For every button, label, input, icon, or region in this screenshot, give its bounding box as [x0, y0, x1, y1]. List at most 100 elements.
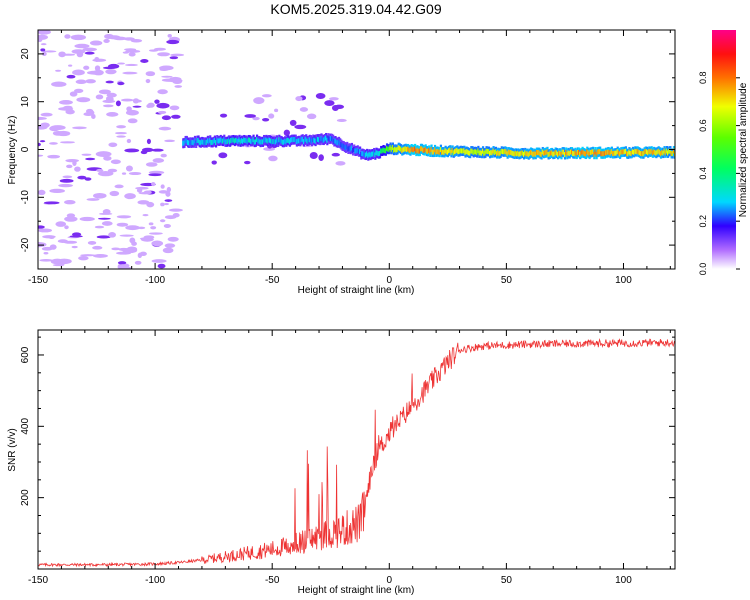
ridge-cell [617, 150, 620, 156]
ridge-cell [282, 139, 286, 145]
noise-cell [119, 234, 134, 237]
ridge-cell [657, 148, 660, 154]
ridge-cell [205, 140, 208, 146]
ridge-cell [618, 151, 622, 157]
noise-cell [161, 78, 177, 82]
ridge-cell [425, 148, 428, 154]
ridge-cell [251, 138, 254, 144]
ridge-cell [515, 151, 519, 157]
ridge-cell [435, 149, 438, 155]
noise-cell [167, 33, 172, 38]
ridge-cell [259, 139, 262, 145]
ridge-cell [602, 151, 605, 157]
ridge-cell [544, 150, 547, 156]
ridge-cell [483, 150, 486, 156]
noise-cell [117, 261, 127, 265]
noise-cell [318, 154, 324, 162]
ridge-cell [566, 151, 569, 157]
ridge-cell [573, 151, 576, 157]
ridge-cell [627, 151, 630, 157]
ridge-cell [527, 152, 530, 158]
ridge-cell [451, 147, 454, 153]
noise-cell [159, 219, 166, 223]
ridge-cell [486, 148, 489, 154]
ridge-cell [272, 139, 275, 145]
ridge-cell [257, 138, 260, 144]
ridge-cell [270, 138, 273, 144]
ridge-cell [611, 151, 615, 157]
noise-cell [103, 38, 110, 43]
ridge-cell [625, 151, 629, 157]
ridge-cell [663, 148, 666, 154]
ridge-cell [363, 152, 366, 158]
noise-cell [113, 36, 127, 41]
noise-cell [140, 150, 148, 155]
noise-cell [43, 201, 60, 205]
noise-cell [106, 96, 114, 102]
snr-x-axis-label: Height of straight line (km) [298, 585, 415, 596]
ridge-cell [501, 149, 505, 155]
noise-cell [132, 98, 140, 104]
noise-cell [116, 135, 126, 138]
ridge-cell [449, 147, 452, 153]
ridge-cell [240, 138, 243, 144]
ridge-cell [669, 148, 672, 154]
noise-cell [38, 154, 44, 157]
ridge-cell [321, 137, 324, 143]
ridge-cell [224, 139, 227, 145]
noise-cell [38, 225, 45, 229]
ridge-cell [387, 146, 390, 152]
noise-cell [94, 65, 101, 72]
noise-cell [81, 153, 92, 156]
ridge-cell [419, 146, 423, 152]
ridge-cell [456, 147, 459, 153]
noise-cell [127, 118, 138, 124]
noise-cell [107, 168, 118, 173]
ridge-cell [408, 147, 411, 153]
ridge-cell [480, 150, 483, 156]
ridge-cell [323, 136, 327, 142]
noise-cell [80, 254, 96, 257]
ridge-cell [672, 148, 675, 154]
ridge-cell [462, 148, 465, 154]
ridge-cell [636, 148, 639, 154]
noise-cell [85, 157, 96, 161]
ridge-cell [505, 149, 508, 155]
ridge-cell [274, 139, 277, 145]
ridge-cell [596, 149, 599, 155]
noise-cell [77, 175, 87, 180]
ridge-cell [588, 151, 591, 157]
noise-cell [335, 161, 346, 166]
ridge-cell [325, 135, 328, 141]
ridge-cell [336, 140, 339, 146]
ridge-cell [344, 145, 348, 151]
ridge-cell [507, 149, 510, 155]
ridge-cell [474, 149, 478, 155]
ridge-cell [330, 136, 334, 142]
ridge-cell [385, 145, 389, 151]
noise-cell [161, 75, 173, 78]
noise-cell [148, 170, 165, 175]
ridge-cell [432, 149, 435, 155]
ridge-cell [538, 150, 541, 156]
noise-cell [103, 155, 112, 161]
ridge-cell [292, 137, 295, 143]
ridge-cell [466, 149, 469, 155]
ridge-cell [191, 139, 194, 145]
noise-cell [108, 142, 118, 148]
noise-cell [170, 53, 185, 57]
ridge-cell [438, 149, 441, 155]
noise-cell [142, 213, 149, 217]
ridge-cell [288, 139, 291, 145]
noise-cell [94, 56, 100, 62]
noise-cell [66, 164, 73, 169]
ridge-cell [426, 148, 430, 154]
noise-cell [137, 226, 146, 230]
noise-cell [146, 104, 152, 109]
ridge-cell [209, 137, 212, 143]
ridge-cell [340, 142, 343, 148]
noise-cell [151, 148, 164, 152]
noise-cell [136, 188, 143, 193]
noise-cell [128, 171, 142, 176]
noise-cell [114, 184, 124, 189]
